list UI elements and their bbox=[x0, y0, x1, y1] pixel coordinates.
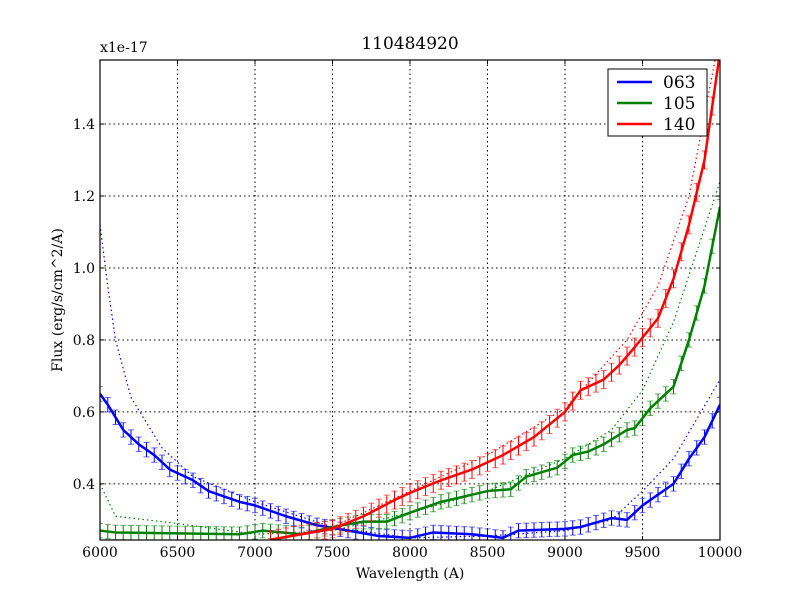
x-tick-label: 9500 bbox=[625, 545, 661, 561]
x-tick-label: 9000 bbox=[547, 545, 583, 561]
series-140-point bbox=[300, 533, 303, 536]
series-105-point bbox=[385, 520, 388, 523]
series-063-point bbox=[579, 526, 582, 528]
legend-label-105: 105 bbox=[663, 94, 695, 114]
y-tick-label: 0.6 bbox=[73, 405, 95, 421]
series-063-point bbox=[122, 429, 125, 431]
series-105-point bbox=[626, 429, 628, 431]
series-063-point bbox=[432, 531, 435, 534]
series-063-point bbox=[106, 403, 109, 406]
series-140-point bbox=[502, 454, 504, 456]
series-063-point bbox=[192, 479, 194, 482]
series-105-point bbox=[571, 454, 574, 456]
series-140-point bbox=[703, 159, 706, 161]
series-140-point bbox=[657, 317, 659, 320]
x-tick-label: 8000 bbox=[392, 545, 428, 561]
series-140-point bbox=[564, 411, 566, 413]
series-063-line bbox=[100, 393, 720, 540]
series-140-point bbox=[579, 389, 582, 392]
x-axis-label: Wavelength (A) bbox=[356, 566, 465, 582]
series-140-point bbox=[618, 364, 621, 366]
series-105-point bbox=[587, 450, 590, 453]
series-063-point bbox=[378, 535, 380, 537]
series-105-point bbox=[633, 427, 636, 429]
x-tick-label: 10000 bbox=[698, 545, 743, 561]
series-140-point bbox=[533, 436, 535, 438]
series-140-point bbox=[688, 223, 690, 226]
series-105-point bbox=[261, 529, 264, 532]
series-105-point bbox=[703, 285, 706, 287]
series-105-point bbox=[471, 493, 473, 496]
series-063-point bbox=[517, 529, 520, 532]
x-tick-label: 7500 bbox=[315, 545, 351, 561]
y-tick-label: 1.4 bbox=[73, 117, 95, 133]
series-140-point bbox=[602, 378, 605, 381]
series-140-point bbox=[440, 479, 442, 482]
series-105-point bbox=[688, 339, 690, 341]
series-063-point bbox=[564, 528, 566, 530]
x-tick-label: 7000 bbox=[237, 545, 273, 561]
y-tick-label: 0.4 bbox=[73, 477, 95, 493]
series-063-point bbox=[641, 504, 644, 507]
series-063-point bbox=[703, 436, 706, 438]
x-tick-label: 6500 bbox=[160, 545, 196, 561]
series-140-line bbox=[270, 60, 720, 540]
series-140-point bbox=[672, 277, 675, 280]
series-105-point bbox=[556, 466, 559, 469]
series-105-point bbox=[649, 407, 652, 410]
series-063-point bbox=[285, 515, 287, 518]
series-063-point bbox=[626, 519, 628, 521]
series-063-point bbox=[502, 537, 504, 539]
series-063-point bbox=[137, 443, 140, 446]
series-140-point bbox=[471, 468, 473, 471]
series-105-point bbox=[238, 533, 241, 536]
y-tick-label: 1.2 bbox=[73, 189, 95, 205]
series-105-point bbox=[509, 488, 512, 491]
series-140-point bbox=[362, 515, 365, 518]
series-063-point bbox=[610, 517, 613, 519]
series-063-point bbox=[238, 501, 241, 503]
series-140-point bbox=[393, 499, 396, 501]
series-063-point bbox=[688, 457, 690, 460]
series-105-point bbox=[672, 385, 675, 388]
x-tick-label: 8500 bbox=[470, 545, 506, 561]
series-140-point bbox=[719, 51, 721, 53]
series-140-point bbox=[633, 346, 636, 348]
series-105-point bbox=[602, 443, 605, 446]
legend-label-140: 140 bbox=[663, 115, 695, 135]
series-063-model-line bbox=[100, 224, 720, 539]
series-140-point bbox=[409, 492, 411, 494]
series-105-point bbox=[409, 511, 411, 514]
legend-label-063: 063 bbox=[663, 73, 695, 93]
chart-title: 110484920 bbox=[361, 34, 458, 54]
series-063-point bbox=[153, 454, 156, 456]
series-063-point bbox=[471, 533, 473, 536]
series-063-point bbox=[672, 483, 675, 485]
series-105-point bbox=[486, 490, 489, 492]
series-105-point bbox=[114, 531, 117, 534]
series-105-point bbox=[440, 501, 442, 503]
series-063-point bbox=[207, 490, 210, 492]
y-tick-label: 1.0 bbox=[73, 261, 95, 277]
x-tick-label: 6000 bbox=[82, 545, 118, 561]
series-063-point bbox=[168, 468, 171, 471]
series-063-point bbox=[254, 504, 256, 507]
y-offset-label: x1e-17 bbox=[100, 40, 148, 56]
y-axis-label: Flux (erg/s/cm^2/A) bbox=[50, 228, 66, 372]
series-105-point bbox=[525, 475, 528, 478]
series-140-point bbox=[331, 528, 334, 530]
y-tick-label: 0.8 bbox=[73, 333, 95, 349]
